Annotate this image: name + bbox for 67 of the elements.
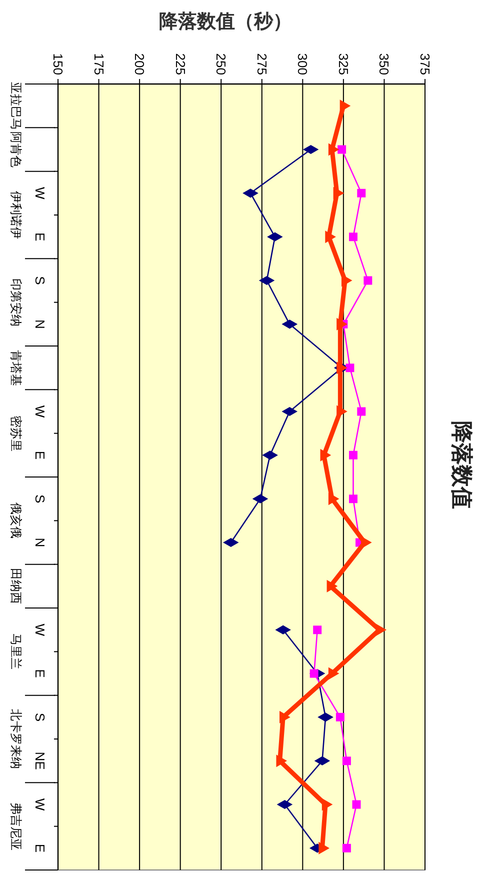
text: 亚拉巴马 — [9, 82, 23, 130]
point — [336, 362, 347, 374]
y-tick-label: N — [32, 538, 48, 548]
text: 俄亥俄 — [9, 502, 23, 539]
text: 马里兰 — [9, 634, 23, 670]
y-tick-label: E — [32, 669, 48, 678]
text: 肯塔基 — [9, 350, 23, 386]
x-tick-label: 175 — [91, 53, 106, 75]
point — [348, 494, 358, 504]
x-tick-label: 350 — [376, 53, 392, 75]
text: 伊利诺伊 — [9, 191, 23, 239]
point — [336, 318, 347, 330]
y-tick-label: E — [32, 450, 48, 460]
point — [328, 492, 339, 505]
point — [361, 536, 372, 548]
y-tick-label: E — [32, 232, 48, 242]
point — [352, 800, 361, 809]
point — [333, 187, 344, 200]
point — [336, 712, 344, 722]
x-tick-label: 275 — [254, 53, 270, 75]
text: 弗吉尼亚 — [9, 802, 23, 850]
point — [357, 407, 366, 416]
point — [328, 668, 339, 680]
point — [338, 145, 346, 154]
x-tick-label: 325 — [336, 53, 351, 75]
point — [342, 756, 351, 766]
y-tick-label: W — [32, 405, 48, 418]
x-tick-label: 225 — [172, 53, 188, 75]
point — [276, 754, 287, 767]
point — [325, 230, 336, 243]
text: 降落数值 — [450, 421, 474, 509]
point — [310, 669, 318, 678]
x-tick-label: 150 — [50, 53, 66, 75]
point — [279, 711, 290, 724]
point — [318, 842, 329, 854]
point — [348, 232, 358, 242]
y-tick-label: N — [32, 319, 48, 329]
text: 密苏里 — [9, 415, 23, 452]
x-axis-title: 降落数值（秒） — [159, 10, 292, 32]
text: 北卡罗来纳 — [9, 709, 23, 769]
x-tick-label: 200 — [132, 53, 148, 75]
x-tick-label: 375 — [418, 53, 432, 75]
y-tick-label: W — [32, 798, 48, 812]
text: 田纳西 — [9, 568, 23, 604]
point — [342, 844, 351, 852]
y-tick-label: W — [32, 187, 48, 200]
point — [326, 580, 338, 592]
y-tick-label: NE — [32, 752, 48, 770]
point — [346, 364, 354, 372]
point — [376, 624, 386, 636]
point — [328, 144, 339, 156]
point — [364, 276, 372, 285]
y-tick-label: S — [32, 712, 48, 722]
x-tick-label: 300 — [295, 53, 310, 75]
point — [357, 188, 366, 198]
y-tick-label: S — [32, 276, 48, 286]
point — [340, 100, 350, 112]
y-tick-label: W — [32, 624, 48, 637]
y-tick-label: S — [32, 494, 48, 504]
point — [320, 449, 331, 462]
point — [322, 798, 332, 810]
y-tick-label: E — [32, 844, 48, 853]
point — [348, 450, 358, 460]
x-tick-label: 250 — [214, 53, 229, 75]
point — [313, 626, 322, 634]
text: 印第安纳 — [9, 278, 23, 326]
text: 阿肯色 — [9, 132, 23, 168]
